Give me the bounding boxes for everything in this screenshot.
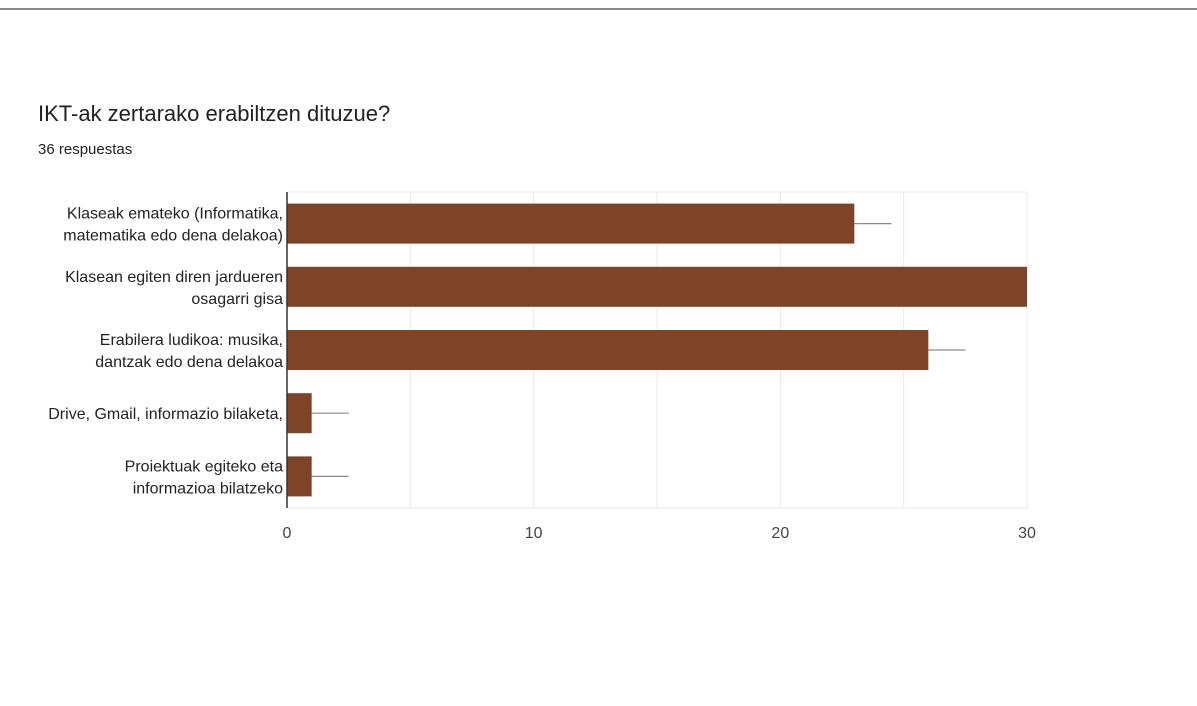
category-label: Proiektuak egiteko eta	[125, 458, 283, 475]
x-tick-label: 30	[1018, 525, 1036, 542]
category-label: dantzak edo dena delakoa	[95, 354, 283, 371]
category-label: Drive, Gmail, informazio bilaketa,	[48, 406, 283, 423]
category-label: Klasean egiten diren jardueren	[65, 269, 283, 286]
bar	[287, 266, 1027, 307]
x-axis-ticks: 0 10 20 30	[283, 525, 1036, 542]
category-label: matematika edo dena delakoa)	[63, 228, 283, 245]
response-count: 36 respuestas	[38, 141, 133, 158]
x-tick-label: 10	[525, 525, 543, 542]
top-divider	[0, 8, 1197, 10]
bars	[286, 192, 1027, 508]
category-label: osagarri gisa	[191, 291, 283, 308]
bar	[287, 393, 312, 434]
bar	[287, 330, 929, 370]
x-tick-label: 0	[283, 525, 292, 542]
x-tick-label: 20	[771, 525, 789, 542]
chart-title: IKT-ak zertarako erabiltzen dituzue?	[38, 101, 391, 126]
category-label: informazioa bilatzeko	[133, 480, 283, 497]
category-labels: Klaseak emateko (Informatika, matematika …	[48, 206, 283, 498]
category-label: Klaseak emateko (Informatika,	[67, 206, 283, 223]
bar	[287, 203, 855, 244]
category-label: Erabilera ludikoa: musika,	[100, 332, 283, 349]
bar	[287, 456, 312, 497]
